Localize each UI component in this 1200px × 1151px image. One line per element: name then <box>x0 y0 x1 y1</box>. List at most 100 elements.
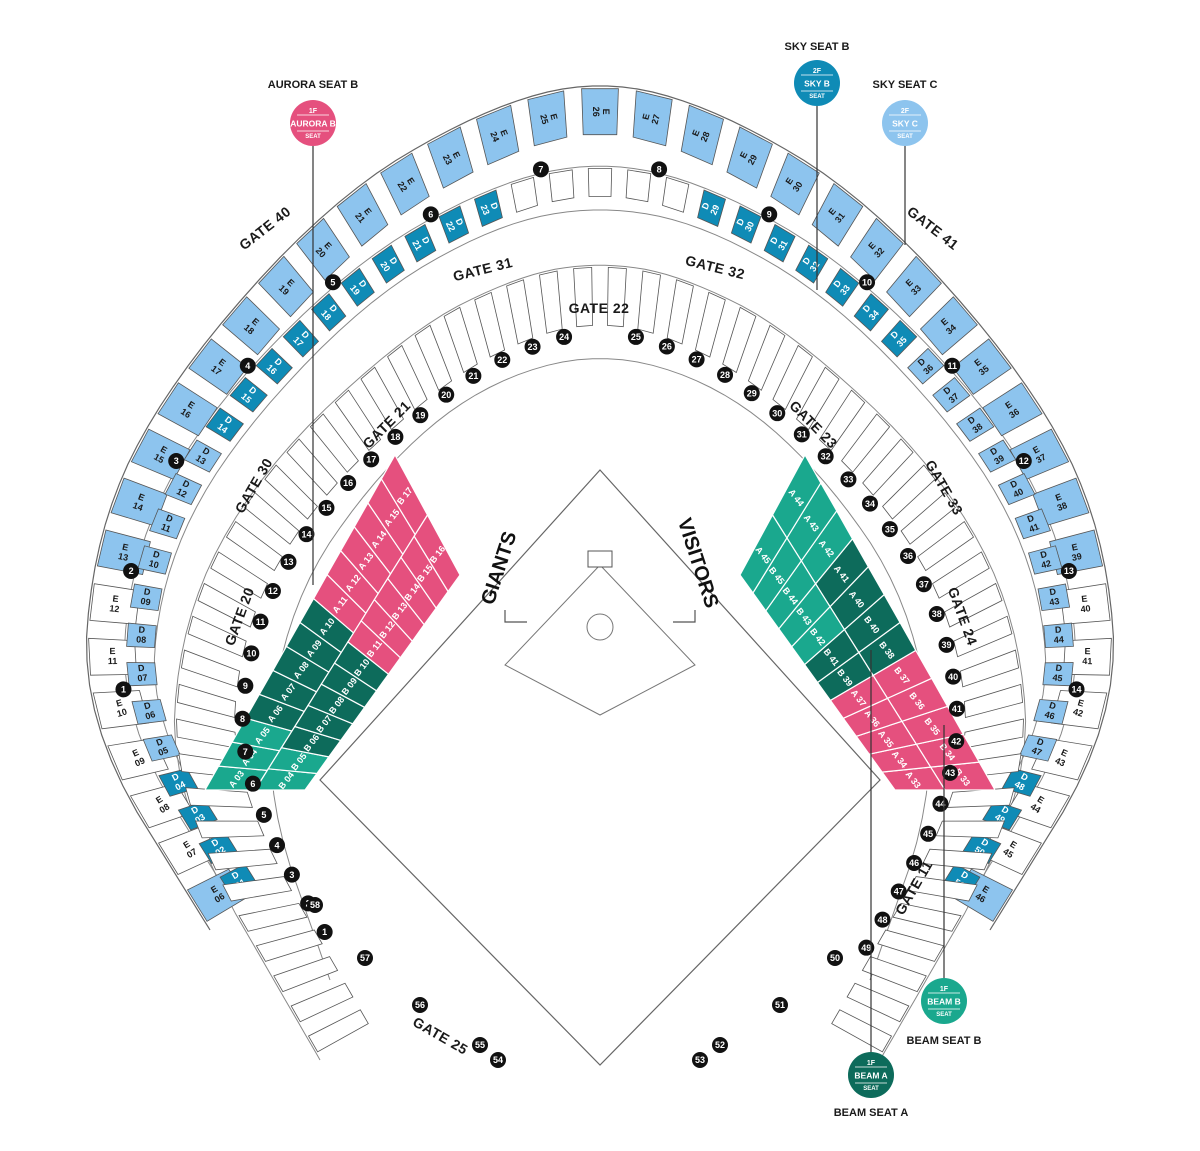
lower-white-section-empty[interactable] <box>917 521 975 572</box>
lower-white-section-empty[interactable] <box>506 279 534 345</box>
mid-d-section-D35[interactable] <box>880 319 918 358</box>
sky-seat-c-badge[interactable]: 2F SKY C SEAT SKY SEAT C <box>873 79 938 245</box>
beam-seat-a-badge[interactable]: 1F BEAM A SEAT BEAM SEAT A <box>834 650 909 1119</box>
mid-d-section-D43[interactable] <box>1037 583 1071 612</box>
upper-e-section-E31[interactable] <box>811 182 864 247</box>
lower-white-section-empty[interactable] <box>947 787 1015 808</box>
lower-white-section-empty[interactable] <box>307 1009 369 1053</box>
lower-white-section-empty[interactable] <box>747 324 786 391</box>
mid-d-section-D12[interactable] <box>164 472 203 506</box>
right-block-A45[interactable] <box>739 513 788 594</box>
lower-white-section-empty[interactable] <box>963 683 1024 719</box>
lower-white-section-empty[interactable] <box>944 582 1003 628</box>
mid-d-section-D31[interactable] <box>763 223 796 263</box>
lower-white-section-empty[interactable] <box>666 279 694 345</box>
lower-white-section-empty[interactable] <box>637 270 661 334</box>
lower-white-section-empty[interactable] <box>187 615 247 658</box>
lower-white-section-empty[interactable] <box>818 389 866 452</box>
upper-e-section-E32[interactable] <box>850 217 904 281</box>
lower-white-section-empty[interactable] <box>225 521 283 572</box>
lower-white-section-empty[interactable] <box>195 820 265 839</box>
lower-white-section-empty[interactable] <box>694 291 726 358</box>
mid-d-section-D22[interactable] <box>438 205 470 244</box>
upper-e-section-E34[interactable] <box>919 296 978 356</box>
mid-d-section-D39[interactable] <box>978 439 1017 473</box>
lower-white-section-empty[interactable] <box>882 464 936 520</box>
beam-seat-b-badge[interactable]: 1F BEAM B SEAT BEAM SEAT B <box>907 725 982 1047</box>
mid-d-section-D33[interactable] <box>825 267 860 307</box>
mid-d-section-D17[interactable] <box>282 319 320 358</box>
lower-white-section-empty[interactable] <box>474 291 506 358</box>
upper-e-section-E20[interactable] <box>296 217 350 281</box>
mid-d-section-D05[interactable] <box>142 734 181 762</box>
mid-d-section-D44[interactable] <box>1043 622 1074 649</box>
upper-e-section-E23[interactable] <box>427 126 474 189</box>
lower-white-section-empty[interactable] <box>907 876 978 902</box>
mid-d-section-empty[interactable] <box>510 176 538 213</box>
lower-white-section-empty[interactable] <box>606 266 627 328</box>
lower-white-section-empty[interactable] <box>861 956 927 993</box>
upper-e-section-E24[interactable] <box>476 104 520 166</box>
mid-d-section-D18[interactable] <box>311 293 347 332</box>
lower-white-section-empty[interactable] <box>846 982 910 1023</box>
aurora-seat-b-badge[interactable]: 1F AURORA B SEAT AURORA SEAT B <box>268 79 359 585</box>
mid-d-section-D11[interactable] <box>149 508 186 540</box>
mid-d-section-D29[interactable] <box>697 189 726 227</box>
lower-white-section-empty[interactable] <box>273 956 339 993</box>
mid-d-section-D41[interactable] <box>1014 508 1051 540</box>
lower-white-section-empty[interactable] <box>197 582 256 628</box>
upper-e-section-E36[interactable] <box>982 382 1043 437</box>
lower-white-section-empty[interactable] <box>222 876 293 902</box>
mid-d-section-D14[interactable] <box>205 407 244 442</box>
lower-white-section-empty[interactable] <box>387 344 428 411</box>
mid-d-section-D15[interactable] <box>229 377 268 413</box>
lower-white-section-empty[interactable] <box>176 683 237 719</box>
lower-white-section-empty[interactable] <box>290 982 354 1023</box>
mid-d-section-D19[interactable] <box>340 267 375 307</box>
upper-e-section-E30[interactable] <box>770 152 820 216</box>
mid-d-section-D36[interactable] <box>907 347 945 385</box>
mid-d-section-D32[interactable] <box>795 244 829 284</box>
mid-d-section-D08[interactable] <box>126 622 157 649</box>
mid-d-section-D20[interactable] <box>371 244 405 284</box>
mid-d-section-D30[interactable] <box>730 205 762 244</box>
lower-white-section-empty[interactable] <box>176 718 238 749</box>
mid-d-section-empty[interactable] <box>548 169 575 203</box>
mid-d-section-D34[interactable] <box>853 293 889 332</box>
lower-white-section-empty[interactable] <box>238 902 308 932</box>
lower-white-section-empty[interactable] <box>360 366 405 431</box>
lower-white-section-empty[interactable] <box>922 848 993 871</box>
mid-d-section-D45[interactable] <box>1042 662 1074 687</box>
mid-d-section-empty[interactable] <box>625 169 652 203</box>
lower-white-section-empty[interactable] <box>180 649 241 688</box>
mid-d-section-empty[interactable] <box>662 176 690 213</box>
upper-e-section-E21[interactable] <box>336 182 389 247</box>
upper-e-section-E27[interactable] <box>632 90 673 147</box>
mid-d-section-D09[interactable] <box>129 583 163 612</box>
upper-e-section-E29[interactable] <box>726 126 773 189</box>
upper-e-section-E33[interactable] <box>886 255 942 318</box>
mid-d-section-D40[interactable] <box>997 472 1036 506</box>
lower-white-section-empty[interactable] <box>210 551 269 599</box>
lower-white-section-empty[interactable] <box>414 324 453 391</box>
upper-e-section-E10[interactable] <box>92 690 149 730</box>
mid-d-section-D42[interactable] <box>1028 545 1063 575</box>
lower-white-section-empty[interactable] <box>772 344 813 411</box>
lower-white-section-empty[interactable] <box>841 413 891 473</box>
lower-white-section-empty[interactable] <box>962 718 1024 749</box>
lower-white-section-empty[interactable] <box>722 306 757 374</box>
lower-white-section-empty[interactable] <box>795 366 840 431</box>
upper-e-section-E18[interactable] <box>222 296 281 356</box>
mid-d-section-D10[interactable] <box>137 545 172 575</box>
lower-white-section-empty[interactable] <box>539 270 563 334</box>
lower-white-section-empty[interactable] <box>573 266 594 328</box>
mid-d-section-D16[interactable] <box>255 347 293 385</box>
lower-white-section-empty[interactable] <box>877 929 945 962</box>
mid-d-section-D23[interactable] <box>474 189 503 227</box>
lower-white-section-empty[interactable] <box>900 492 956 545</box>
lower-white-section-empty[interactable] <box>935 820 1005 839</box>
upper-e-section-E35[interactable] <box>952 338 1012 395</box>
lower-white-section-empty[interactable] <box>244 492 300 545</box>
upper-e-section-E39[interactable] <box>1049 529 1104 575</box>
mid-d-section-D07[interactable] <box>126 662 158 687</box>
